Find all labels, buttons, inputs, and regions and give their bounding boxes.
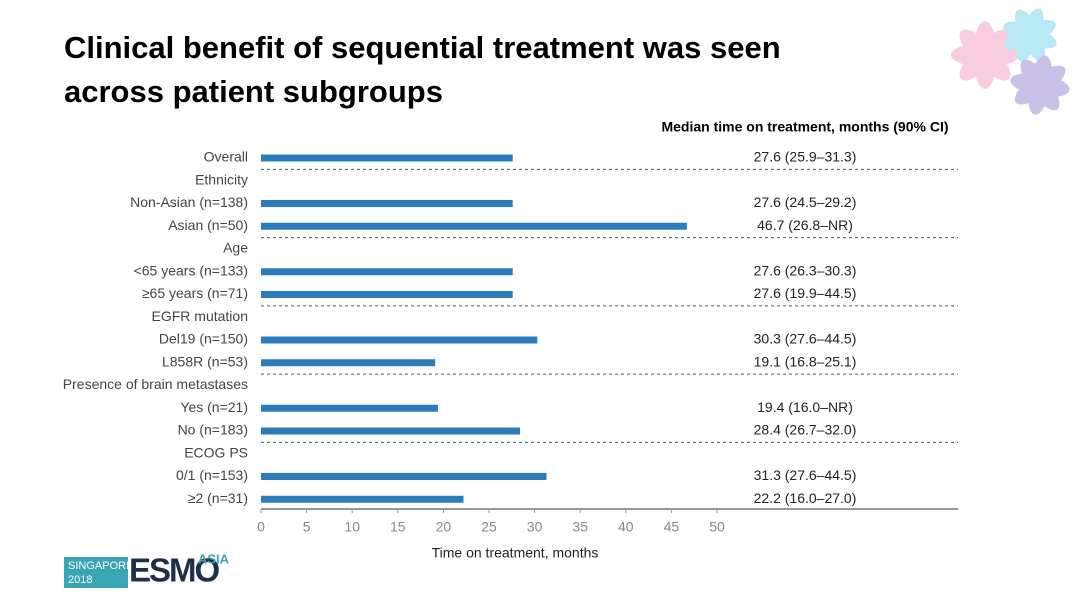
- bar: [261, 336, 538, 344]
- category-label: ECOG PS: [184, 444, 248, 460]
- x-tick-label: 25: [481, 519, 497, 535]
- value-label: 27.6 (24.5–29.2): [754, 194, 857, 210]
- value-label: 27.6 (19.9–44.5): [754, 285, 857, 301]
- bar: [261, 268, 513, 276]
- logo-year: 2018: [68, 574, 92, 586]
- bar: [261, 154, 513, 162]
- x-tick-label: 30: [527, 519, 543, 535]
- value-label: 19.1 (16.8–25.1): [754, 353, 857, 369]
- x-tick-label: 40: [618, 519, 634, 535]
- category-label: No (n=183): [178, 422, 248, 438]
- value-label: 31.3 (27.6–44.5): [754, 467, 857, 483]
- category-label: EGFR mutation: [152, 308, 248, 324]
- bar: [261, 291, 513, 298]
- x-tick-label: 10: [344, 519, 360, 535]
- value-label: 27.6 (25.9–31.3): [754, 149, 857, 165]
- value-label: 46.7 (26.8–NR): [757, 217, 853, 233]
- value-label: 27.6 (26.3–30.3): [754, 262, 857, 278]
- category-label: Yes (n=21): [180, 399, 248, 415]
- title-line: across patient subgroups: [64, 74, 443, 109]
- value-label: 22.2 (16.0–27.0): [754, 490, 857, 506]
- x-tick-label: 45: [664, 519, 680, 535]
- x-tick-label: 35: [572, 519, 588, 535]
- value-label: 30.3 (27.6–44.5): [754, 331, 857, 347]
- bar: [261, 404, 438, 412]
- x-axis-label: Time on treatment, months: [432, 545, 599, 561]
- logo-name: ESMO: [129, 552, 220, 589]
- category-label: L858R (n=53): [162, 353, 248, 369]
- x-tick-label: 50: [709, 519, 725, 535]
- x-tick-label: 15: [390, 519, 406, 535]
- bar: [261, 200, 513, 207]
- logo-region: ASIA: [198, 551, 230, 566]
- category-label: Ethnicity: [195, 171, 248, 187]
- category-label: Presence of brain metastases: [63, 376, 248, 392]
- bar: [261, 473, 547, 480]
- category-label: Age: [223, 240, 248, 256]
- category-label: ≥2 (n=31): [188, 490, 248, 506]
- bar: [261, 359, 436, 367]
- category-label: <65 years (n=133): [134, 262, 248, 278]
- category-label: Del19 (n=150): [159, 331, 248, 347]
- logo-box: [64, 557, 128, 588]
- title-line: Clinical benefit of sequential treatment…: [64, 30, 781, 65]
- bar: [261, 222, 687, 230]
- x-tick-label: 20: [436, 519, 452, 535]
- category-label: Overall: [204, 149, 248, 165]
- value-labels-title: Median time on treatment, months (90% CI…: [661, 119, 948, 135]
- category-label: Asian (n=50): [168, 217, 248, 233]
- bar: [261, 495, 464, 503]
- value-label: 19.4 (16.0–NR): [757, 399, 853, 415]
- flower-decoration: [951, 8, 1070, 115]
- category-label: ≥65 years (n=71): [142, 285, 248, 301]
- logo: SINGAPORE 2018 ESMO ASIA: [64, 551, 230, 589]
- x-tick-label: 5: [303, 519, 311, 535]
- bar: [261, 427, 521, 435]
- logo-place: SINGAPORE: [68, 560, 133, 572]
- value-label: 28.4 (26.7–32.0): [754, 422, 857, 438]
- x-tick-label: 0: [257, 519, 265, 535]
- category-label: Non-Asian (n=138): [130, 194, 248, 210]
- category-label: 0/1 (n=153): [176, 467, 248, 483]
